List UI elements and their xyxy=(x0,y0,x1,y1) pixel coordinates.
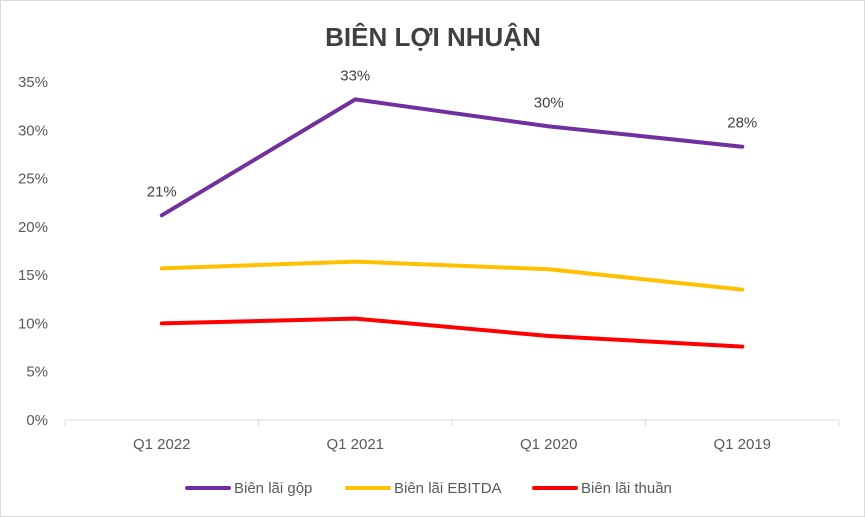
data-label: 33% xyxy=(340,67,370,84)
legend: Biên lãi gộp Biên lãi EBITDA Biên lãi thuầ… xyxy=(185,480,672,497)
data-label: 30% xyxy=(534,94,564,111)
legend-label: Biên lãi gộp xyxy=(234,480,312,497)
y-tick-label: 0% xyxy=(26,412,48,429)
data-label: 21% xyxy=(147,183,177,200)
data-label: 28% xyxy=(727,115,757,132)
y-tick-label: 20% xyxy=(18,219,48,236)
legend-label: Biên lãi EBITDA xyxy=(394,480,502,497)
y-tick-label: 35% xyxy=(18,74,48,91)
series-layer xyxy=(159,97,745,349)
data-labels: 21% 33% 30% 28% xyxy=(147,67,758,200)
y-tick-label: 25% xyxy=(18,171,48,188)
x-tick-label: Q1 2020 xyxy=(520,436,578,453)
y-tick-label: 5% xyxy=(26,364,48,381)
series-line-2 xyxy=(159,259,745,292)
y-tick-label: 10% xyxy=(18,315,48,332)
x-tick-label: Q1 2019 xyxy=(713,436,771,453)
series-line-1 xyxy=(159,97,745,218)
y-axis: 0% 5% 10% 15% 20% 25% 30% 35% xyxy=(18,74,48,429)
y-tick-label: 30% xyxy=(18,122,48,139)
x-tick-label: Q1 2021 xyxy=(326,436,384,453)
series-line-3 xyxy=(159,316,745,349)
legend-label: Biên lãi thuần xyxy=(581,480,672,497)
chart-title: BIÊN LỢI NHUẬN xyxy=(325,22,541,52)
x-tick-label: Q1 2022 xyxy=(133,436,191,453)
x-axis: Q1 2022 Q1 2021 Q1 2020 Q1 2019 xyxy=(64,419,840,453)
y-tick-label: 15% xyxy=(18,267,48,284)
